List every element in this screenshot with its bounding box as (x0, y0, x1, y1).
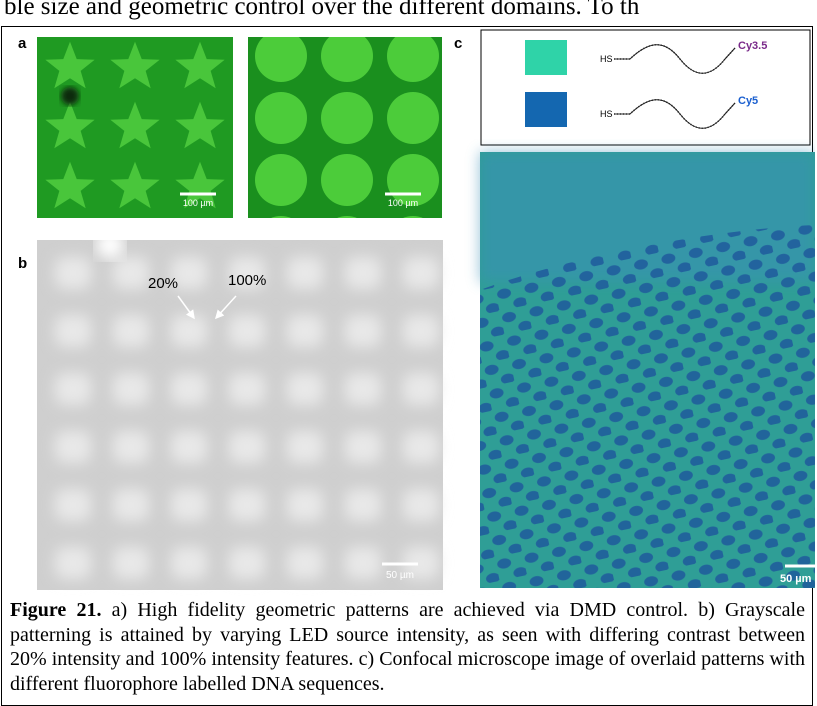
legend-prefix: HS (600, 109, 613, 119)
circle-pattern (248, 37, 442, 218)
legend-swatch (525, 40, 567, 75)
figure-caption: Figure 21. a) High fidelity geometric pa… (10, 598, 805, 696)
annotation: 20% (148, 275, 178, 292)
scale-label: 50 µm (386, 570, 414, 581)
scale-label: 100 µm (183, 198, 213, 208)
glare (96, 231, 124, 259)
page: {"top_text": "ble size and geometric con… (0, 0, 817, 693)
star-pattern (37, 37, 233, 218)
defect (61, 87, 79, 105)
legend-dye: Cy5 (738, 95, 758, 107)
gray-pattern (37, 240, 443, 590)
figure: a 100 µm 100 µm b 20% 100% 50 µm c HS Cy… (0, 0, 817, 600)
caption-label: Figure 21. (10, 599, 101, 621)
panel-label: a (18, 35, 27, 52)
legend-swatch (525, 92, 567, 127)
annotation: 100% (228, 272, 266, 289)
scale-label: 50 µm (780, 573, 812, 585)
legend-prefix: HS (600, 54, 613, 64)
panel-label: b (18, 255, 27, 272)
panel-label: c (454, 35, 462, 52)
legend-dye: Cy3.5 (738, 40, 767, 52)
caption-text: a) High fidelity geometric patterns are … (10, 599, 805, 695)
scale-label: 100 µm (388, 198, 418, 208)
